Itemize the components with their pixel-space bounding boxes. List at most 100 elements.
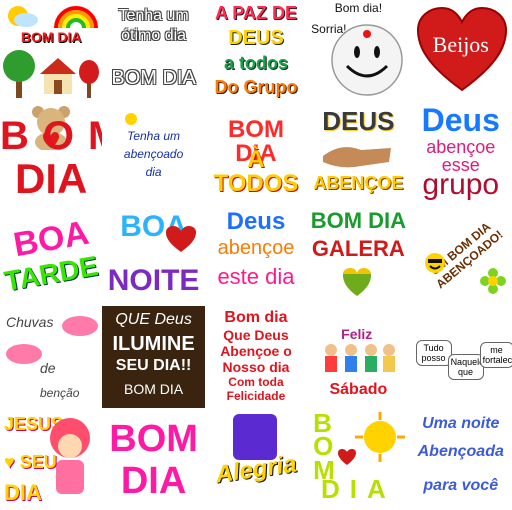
sticker-line: Uma noite: [422, 415, 500, 432]
sticker-line: BOM DIA: [227, 116, 284, 167]
praying-hands-icon: [323, 147, 392, 168]
sticker-line: abençoado: [123, 147, 184, 161]
sticker-bom-dia-pink[interactable]: BOM DIA: [102, 408, 204, 510]
sticker-line: BOM DIA: [111, 67, 196, 89]
sticker-line: BOM DIA: [310, 208, 407, 233]
sticker-deus-abencoe-grupo[interactable]: Deus abençoe esse grupo: [410, 102, 512, 204]
sticker-bom-dia-a-todos[interactable]: BOM DIA À TODOS: [205, 102, 307, 204]
sticker-line: Nosso dia: [222, 359, 290, 375]
sticker-alegria[interactable]: Alegria: [205, 408, 307, 510]
heart-icon: [416, 6, 507, 92]
heart-icon: [166, 226, 197, 252]
sticker-deus-abencoe-este-dia[interactable]: Deus abençoe este dia: [205, 204, 307, 306]
sticker-line: grupo: [422, 168, 500, 201]
sticker-line: Sábado: [329, 381, 388, 398]
sticker-line: para você: [423, 477, 499, 494]
sticker-background-block: [232, 414, 277, 460]
heart-icon: [343, 268, 372, 296]
sticker-line: BOM: [109, 418, 198, 460]
sticker-line: GALERA: [311, 236, 405, 261]
sticker-line: a todos: [223, 53, 288, 73]
sun-icon: [8, 6, 38, 27]
sticker-line: Feliz: [341, 326, 373, 342]
sticker-line: NOITE: [107, 264, 200, 297]
teddy-bear-icon: [32, 106, 70, 150]
sticker-line: Alegria: [213, 450, 299, 489]
cloud-icon: [62, 316, 98, 336]
sticker-line: ótimo dia: [121, 27, 187, 44]
sticker-line: benção: [40, 386, 80, 400]
sticker-beijos[interactable]: Beijos: [410, 0, 512, 102]
sticker-que-deus-ilumine[interactable]: QUE Deus ILUMINE SEU DIA!! BOM DIA: [102, 306, 205, 408]
sticker-bom-dia-galera[interactable]: BOM DIA GALERA: [307, 204, 409, 306]
heart-icon: [338, 449, 357, 465]
sticker-line: ♥ SEU: [4, 452, 57, 472]
tree-icon: [79, 60, 99, 98]
rainbow-icon: [54, 6, 98, 28]
house-icon: [40, 58, 76, 94]
sticker-line: DIA: [4, 480, 42, 505]
sticker-line: QUE Deus: [115, 311, 192, 328]
sticker-deus-abencoe-hands[interactable]: DEUS ABENÇOE: [307, 102, 409, 204]
sticker-line: este dia: [217, 264, 295, 289]
sticker-line: ILUMINE: [112, 333, 195, 355]
sticker-sorria[interactable]: Bom dia! Sorria!: [307, 0, 409, 102]
sticker-uma-noite-abencoada[interactable]: Uma noite Abençoada para você: [410, 408, 512, 510]
sticker-line: me fortalece!: [479, 342, 512, 368]
sticker-bubble: Bom dia!: [334, 1, 383, 15]
sticker-line: Bom dia: [224, 309, 288, 326]
sticker-line: Do Grupo: [214, 77, 298, 97]
sticker-line: DIA: [120, 460, 187, 502]
sticker-a-paz-de-deus[interactable]: A PAZ DE DEUS a todos Do Grupo: [205, 0, 307, 102]
sticker-bom-dia-yellow[interactable]: BOM DIA: [307, 408, 409, 510]
sticker-line: ABENÇOE: [313, 173, 404, 193]
sticker-bom-dia-bear[interactable]: BOM DIA: [0, 102, 102, 204]
sticker-line: Com toda: [228, 375, 284, 389]
sticker-line: Abençoada: [417, 443, 504, 460]
sticker-line: À TODOS: [213, 146, 299, 197]
sticker-line: esse: [441, 155, 480, 175]
sticker-line: abençoe: [426, 137, 496, 157]
sticker-chuvas-de-bencao[interactable]: Chuvas de benção: [0, 306, 102, 408]
sticker-line: Abençoe o: [220, 343, 292, 359]
sticker-bom-dia-que-deus[interactable]: Bom dia Que Deus Abençoe o Nosso dia Com…: [205, 306, 307, 408]
sun-icon: [355, 412, 406, 462]
cloud-icon: [6, 344, 42, 364]
sticker-tudo-posso[interactable]: Tudo posso Naquele que me fortalece!: [410, 306, 512, 408]
sticker-boa-noite[interactable]: BOA NOITE: [102, 204, 204, 306]
sticker-bom-dia-rainbow[interactable]: BOM DIA: [0, 0, 102, 102]
tree-icon: [3, 50, 35, 98]
sticker-line: BOM: [313, 408, 335, 485]
sticker-line: A PAZ DE: [214, 3, 297, 23]
sticker-line: Que Deus: [223, 327, 289, 343]
sticker-feliz-sabado[interactable]: Feliz Sábado: [307, 306, 409, 408]
sticker-line: abençoe: [217, 237, 295, 259]
sticker-um-bom-dia-abencoado[interactable]: UM BOM DIA ABENÇOADO!: [410, 204, 512, 306]
children-icon: [325, 344, 396, 372]
sticker-line: Tenha um: [127, 129, 181, 143]
sticker-jesus-seu-dia[interactable]: JESUS ♥ SEU DIA: [0, 408, 102, 510]
sticker-line: DIA: [15, 155, 88, 202]
flower-icon: [479, 268, 506, 294]
sticker-line: Naquele que: [447, 354, 484, 380]
sticker-line: Chuvas: [6, 314, 54, 330]
sticker-line: BOM: [0, 114, 102, 158]
sticker-otimo-dia[interactable]: Tenha um ótimo dia BOM DIA: [102, 0, 204, 102]
sticker-line: Felicidade: [226, 389, 286, 403]
sticker-abencoado-dia[interactable]: Tenha um abençoado dia: [102, 102, 204, 204]
sticker-line: DIA: [320, 474, 396, 504]
sticker-line: Deus: [226, 208, 286, 235]
smiley-icon: [424, 253, 445, 273]
sticker-line: Sorria!: [311, 22, 347, 36]
sticker-line: Tudo posso: [415, 340, 452, 366]
sticker-line: JESUS: [4, 414, 64, 434]
strawberry-girl-icon: [50, 418, 90, 494]
sticker-line: Tenha um: [118, 7, 189, 24]
sticker-line: Deus: [421, 102, 500, 138]
sun-icon: [125, 113, 138, 125]
sticker-line: de: [40, 360, 56, 376]
sticker-boa-tarde[interactable]: BOA TARDE: [0, 204, 102, 306]
sticker-line: DEUS: [228, 27, 284, 49]
sticker-line: dia: [145, 165, 162, 179]
